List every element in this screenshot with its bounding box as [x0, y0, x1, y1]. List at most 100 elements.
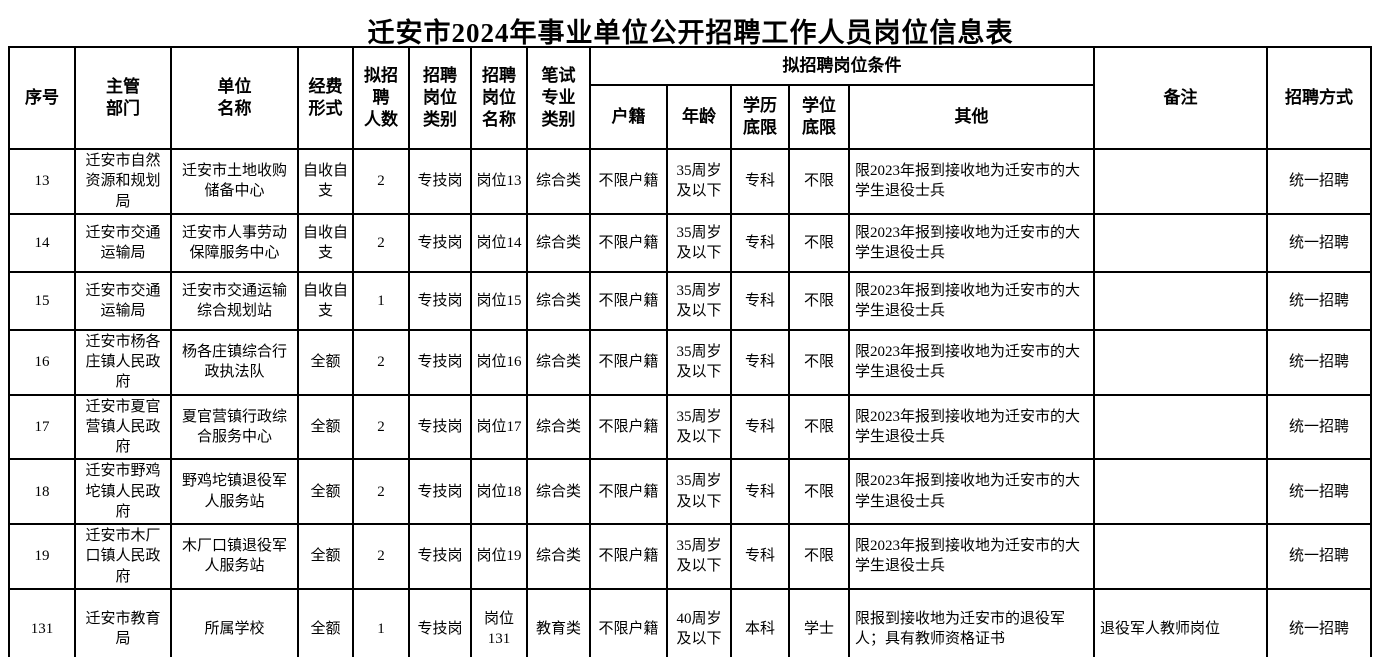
cell-count: 2 — [352, 458, 410, 525]
cell-age: 35周岁及以下 — [666, 212, 732, 273]
cell-hukou: 不限户籍 — [589, 587, 668, 657]
cell-dept: 迁安市杨各庄镇人民政府 — [74, 328, 172, 396]
cell-unit: 迁安市交通运输综合规划站 — [170, 270, 299, 331]
cell-dept: 迁安市教育局 — [74, 587, 172, 657]
cell-funding: 全额 — [297, 458, 354, 525]
cell-method: 统一招聘 — [1266, 523, 1372, 590]
cell-category: 专技岗 — [408, 270, 472, 331]
cell-hukou: 不限户籍 — [589, 270, 668, 331]
col-header-category: 招聘 岗位 类别 — [408, 46, 472, 150]
cell-count: 2 — [352, 328, 410, 396]
cell-funding: 自收自支 — [297, 148, 354, 215]
cell-funding: 全额 — [297, 523, 354, 590]
recruitment-table: 序号 主管 部门 单位 名称 经费 形式 拟招 聘 人数 招聘 岗位 类别 招聘… — [8, 46, 1372, 657]
cell-count: 2 — [352, 523, 410, 590]
cell-hukou: 不限户籍 — [589, 458, 668, 525]
cell-post: 岗位131 — [470, 587, 528, 657]
cell-category: 专技岗 — [408, 148, 472, 215]
cell-unit: 迁安市人事劳动保障服务中心 — [170, 212, 299, 273]
cell-category: 专技岗 — [408, 393, 472, 461]
cell-edu: 专科 — [730, 148, 790, 215]
cell-degree: 不限 — [788, 212, 850, 273]
cell-other: 限2023年报到接收地为迁安市的大学生退役士兵 — [848, 212, 1095, 273]
cell-other: 限2023年报到接收地为迁安市的大学生退役士兵 — [848, 270, 1095, 331]
cell-edu: 专科 — [730, 212, 790, 273]
cell-age: 35周岁及以下 — [666, 270, 732, 331]
cell-unit: 所属学校 — [170, 587, 299, 657]
cell-method: 统一招聘 — [1266, 587, 1372, 657]
col-header-age: 年龄 — [666, 84, 732, 150]
cell-edu: 专科 — [730, 270, 790, 331]
cell-exam: 综合类 — [526, 523, 591, 590]
cell-seq: 14 — [8, 212, 76, 273]
table-row: 15 迁安市交通运输局 迁安市交通运输综合规划站 自收自支 1 专技岗 岗位15 综合类 不限户… — [8, 270, 1372, 331]
cell-other: 限2023年报到接收地为迁安市的大学生退役士兵 — [848, 393, 1095, 461]
table-row: 14 迁安市交通运输局 迁安市人事劳动保障服务中心 自收自支 2 专技岗 岗位14 综合类 不限… — [8, 212, 1372, 273]
table-row: 19 迁安市木厂口镇人民政府 木厂口镇退役军人服务站 全额 2 专技岗 岗位19 综合类 不限户… — [8, 523, 1372, 590]
cell-degree: 不限 — [788, 328, 850, 396]
col-header-degree: 学位 底限 — [788, 84, 850, 150]
cell-exam: 教育类 — [526, 587, 591, 657]
cell-degree: 学士 — [788, 587, 850, 657]
cell-unit: 木厂口镇退役军人服务站 — [170, 523, 299, 590]
cell-funding: 全额 — [297, 587, 354, 657]
cell-age: 35周岁及以下 — [666, 523, 732, 590]
cell-seq: 15 — [8, 270, 76, 331]
cell-post: 岗位14 — [470, 212, 528, 273]
cell-funding: 自收自支 — [297, 270, 354, 331]
cell-category: 专技岗 — [408, 328, 472, 396]
col-header-exam: 笔试 专业 类别 — [526, 46, 591, 150]
col-header-conditions-group: 拟招聘岗位条件 — [589, 46, 1095, 86]
cell-dept: 迁安市交通运输局 — [74, 270, 172, 331]
cell-exam: 综合类 — [526, 148, 591, 215]
cell-other: 限2023年报到接收地为迁安市的大学生退役士兵 — [848, 523, 1095, 590]
cell-funding: 自收自支 — [297, 212, 354, 273]
table-row: 18 迁安市野鸡坨镇人民政府 野鸡坨镇退役军人服务站 全额 2 专技岗 岗位18 综合类 不限户… — [8, 458, 1372, 525]
cell-count: 2 — [352, 148, 410, 215]
cell-post: 岗位18 — [470, 458, 528, 525]
cell-count: 2 — [352, 393, 410, 461]
cell-post: 岗位17 — [470, 393, 528, 461]
cell-age: 35周岁及以下 — [666, 148, 732, 215]
cell-edu: 专科 — [730, 458, 790, 525]
cell-remark — [1093, 270, 1268, 331]
cell-post: 岗位15 — [470, 270, 528, 331]
cell-age: 35周岁及以下 — [666, 458, 732, 525]
cell-remark — [1093, 523, 1268, 590]
cell-dept: 迁安市自然资源和规划局 — [74, 148, 172, 215]
table-body: 13 迁安市自然资源和规划局 迁安市土地收购储备中心 自收自支 2 专技岗 岗位13 综合类不… — [8, 148, 1372, 657]
cell-method: 统一招聘 — [1266, 458, 1372, 525]
cell-degree: 不限 — [788, 393, 850, 461]
cell-post: 岗位13 — [470, 148, 528, 215]
cell-edu: 专科 — [730, 523, 790, 590]
cell-seq: 19 — [8, 523, 76, 590]
cell-method: 统一招聘 — [1266, 270, 1372, 331]
cell-count: 1 — [352, 270, 410, 331]
cell-unit: 迁安市土地收购储备中心 — [170, 148, 299, 215]
col-header-other: 其他 — [848, 84, 1095, 150]
cell-hukou: 不限户籍 — [589, 148, 668, 215]
cell-funding: 全额 — [297, 393, 354, 461]
cell-category: 专技岗 — [408, 212, 472, 273]
cell-unit: 杨各庄镇综合行政执法队 — [170, 328, 299, 396]
cell-category: 专技岗 — [408, 523, 472, 590]
cell-edu: 专科 — [730, 328, 790, 396]
cell-method: 统一招聘 — [1266, 328, 1372, 396]
cell-exam: 综合类 — [526, 328, 591, 396]
cell-remark — [1093, 393, 1268, 461]
cell-dept: 迁安市交通运输局 — [74, 212, 172, 273]
cell-exam: 综合类 — [526, 212, 591, 273]
cell-degree: 不限 — [788, 270, 850, 331]
cell-seq: 13 — [8, 148, 76, 215]
cell-hukou: 不限户籍 — [589, 212, 668, 273]
col-header-unit: 单位 名称 — [170, 46, 299, 150]
cell-hukou: 不限户籍 — [589, 393, 668, 461]
cell-other: 限2023年报到接收地为迁安市的大学生退役士兵 — [848, 458, 1095, 525]
page-title: 迁安市2024年事业单位公开招聘工作人员岗位信息表 — [367, 18, 1014, 48]
cell-remark — [1093, 212, 1268, 273]
cell-other: 限报到接收地为迁安市的退役军人；具有教师资格证书 — [848, 587, 1095, 657]
cell-exam: 综合类 — [526, 393, 591, 461]
cell-exam: 综合类 — [526, 270, 591, 331]
cell-dept: 迁安市夏官营镇人民政府 — [74, 393, 172, 461]
cell-exam: 综合类 — [526, 458, 591, 525]
